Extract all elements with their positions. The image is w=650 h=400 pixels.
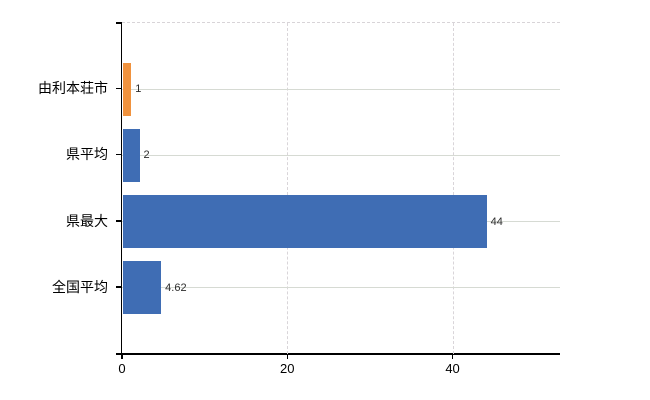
gridline-horizontal: [122, 88, 560, 90]
x-tick-label: 20: [280, 361, 295, 376]
x-axis-line: [116, 353, 560, 355]
y-tick-label: 由利本荘市: [38, 80, 108, 97]
y-tick-label: 全国平均: [52, 278, 108, 295]
y-axis-tick: [116, 87, 122, 90]
bar: [123, 62, 132, 116]
y-axis-line: [120, 22, 122, 359]
plot-area: 1 2 44 4.62: [122, 22, 560, 354]
bar-value-label: 1: [135, 83, 142, 96]
y-axis-tick: [116, 286, 122, 288]
bar: [123, 128, 140, 182]
y-axis-tick: [116, 153, 122, 156]
x-tick-label: 0: [118, 361, 126, 376]
bar-value-label: 2: [143, 149, 150, 162]
y-axis-tick: [116, 220, 122, 222]
gridline-horizontal: [122, 154, 560, 156]
y-tick-label: 県平均: [66, 146, 108, 163]
x-axis-tick: [451, 353, 454, 359]
y-axis-tick: [116, 22, 122, 24]
bar: [123, 261, 162, 315]
gridline-horizontal: [122, 287, 560, 289]
bar: [123, 195, 487, 249]
x-tick-label: 40: [445, 361, 460, 376]
bar-value-label: 44: [490, 215, 503, 228]
y-tick-label: 県最大: [66, 212, 108, 229]
bar-value-label: 4.62: [165, 281, 187, 294]
gridline-vertical: [287, 23, 289, 354]
x-axis-tick: [121, 353, 123, 359]
x-axis-tick: [286, 353, 289, 359]
gridline-vertical: [452, 23, 454, 354]
